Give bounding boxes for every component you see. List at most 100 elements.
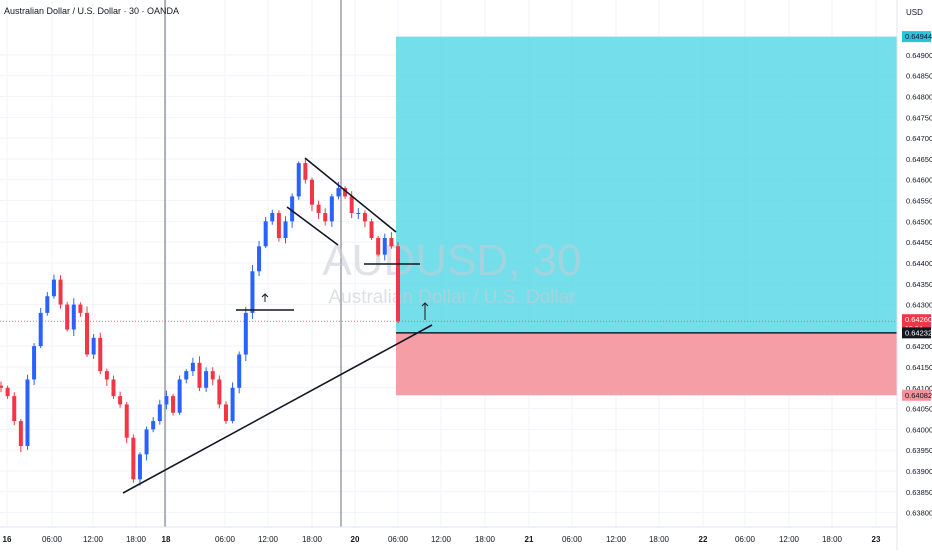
price-tick-label: 0.63850 bbox=[906, 488, 932, 497]
candle-body bbox=[184, 371, 189, 380]
price-tag-profit bbox=[902, 31, 931, 43]
candle-body bbox=[111, 379, 116, 397]
candle-body bbox=[296, 163, 301, 197]
price-tick-label: 0.64100 bbox=[906, 384, 932, 393]
price-tick-label: 0.64600 bbox=[906, 176, 932, 185]
candle-body bbox=[276, 213, 281, 238]
price-tick-label: 0.64650 bbox=[906, 155, 932, 164]
candle-body bbox=[38, 312, 43, 347]
candle-body bbox=[336, 188, 341, 197]
candle-body bbox=[151, 421, 156, 430]
candle-body bbox=[270, 213, 275, 222]
candle-body bbox=[0, 385, 3, 388]
trendline-support[interactable] bbox=[122, 324, 433, 494]
candle-body bbox=[32, 346, 37, 380]
drawings[interactable] bbox=[122, 157, 433, 494]
price-tick-label: 0.64800 bbox=[906, 93, 932, 102]
candle-body bbox=[362, 213, 367, 222]
candle-body bbox=[323, 213, 328, 222]
time-tick-label: 12:00 bbox=[83, 535, 104, 544]
stop-loss-zone[interactable] bbox=[396, 332, 897, 396]
candle-body bbox=[309, 179, 314, 205]
candle-body bbox=[369, 221, 374, 238]
price-tick-label: 0.64400 bbox=[906, 259, 932, 268]
price-axis[interactable]: USD 0.64900 0.64850 0.64800 0.64750 0.64700 0.… bbox=[896, 0, 932, 550]
time-tick-label: 06:00 bbox=[735, 535, 756, 544]
candle-body bbox=[171, 396, 176, 413]
time-tick-label: 18:00 bbox=[475, 535, 496, 544]
time-tick-label: 18 bbox=[162, 535, 171, 544]
candle-body bbox=[349, 196, 354, 214]
watermark-name: Australian Dollar / U.S. Dollar bbox=[328, 287, 576, 308]
candle-body bbox=[204, 371, 209, 388]
candle-body bbox=[137, 454, 142, 480]
price-tick-label: 0.64500 bbox=[906, 217, 932, 226]
candle-body bbox=[396, 246, 400, 322]
candle-body bbox=[356, 213, 361, 215]
candle-body bbox=[91, 337, 96, 355]
price-tag-label: 0.64944 bbox=[905, 32, 932, 41]
candle-body bbox=[316, 204, 321, 214]
candle-body bbox=[78, 304, 83, 313]
time-tick-label: 16 bbox=[3, 535, 12, 544]
chart-title: Australian Dollar / U.S. Dollar · 30 · O… bbox=[4, 6, 179, 16]
candle-body bbox=[65, 304, 70, 330]
candle-body bbox=[290, 196, 295, 222]
candle-body bbox=[389, 237, 394, 247]
candle-body bbox=[250, 271, 255, 313]
currency-label: USD bbox=[906, 8, 923, 17]
price-tick-label: 0.64550 bbox=[906, 197, 932, 206]
candle-body bbox=[58, 279, 63, 305]
candle-body bbox=[98, 337, 103, 372]
candle-body bbox=[71, 304, 76, 330]
time-tick-label: 12:00 bbox=[779, 535, 800, 544]
time-tick-label: 18:00 bbox=[649, 535, 670, 544]
time-tick-label: 22 bbox=[699, 535, 708, 544]
candle-body bbox=[45, 296, 50, 313]
candle-body bbox=[197, 362, 202, 388]
time-tick-label: 18:00 bbox=[126, 535, 147, 544]
profit-zone[interactable] bbox=[396, 36, 897, 333]
candle-body bbox=[118, 396, 123, 405]
time-tick-label: 06:00 bbox=[388, 535, 409, 544]
candle-body bbox=[263, 221, 268, 247]
candle-body bbox=[190, 362, 195, 372]
candle-body bbox=[177, 379, 182, 413]
price-tick-label: 0.63950 bbox=[906, 446, 932, 455]
candle-body bbox=[124, 404, 129, 438]
time-tick-label: 06:00 bbox=[42, 535, 63, 544]
price-tick-label: 0.64300 bbox=[906, 301, 932, 310]
price-tick-label: 0.64050 bbox=[906, 405, 932, 414]
price-tag-stop bbox=[902, 389, 931, 401]
candle-body bbox=[51, 279, 56, 297]
candle-body bbox=[376, 237, 381, 255]
candle-body bbox=[85, 312, 90, 355]
candle-body bbox=[283, 221, 288, 238]
time-tick-label: 06:00 bbox=[562, 535, 583, 544]
price-tick-label: 0.64750 bbox=[906, 113, 932, 122]
price-tick-label: 0.64900 bbox=[906, 51, 932, 60]
candle-body bbox=[104, 371, 109, 380]
time-tick-label: 21 bbox=[525, 535, 534, 544]
candle-body bbox=[12, 396, 17, 422]
candle-body bbox=[343, 188, 348, 197]
candle-body bbox=[329, 196, 334, 222]
price-tick-label: 0.63800 bbox=[906, 509, 932, 518]
channel-line-lower[interactable] bbox=[286, 206, 339, 246]
time-tick-label: 06:00 bbox=[215, 535, 236, 544]
time-tick-label: 12:00 bbox=[431, 535, 452, 544]
candle-body bbox=[257, 246, 262, 272]
candle-body bbox=[382, 237, 387, 255]
price-tick-label: 0.64850 bbox=[906, 72, 932, 81]
channel-line-upper[interactable] bbox=[304, 157, 397, 233]
price-tag-entry bbox=[902, 327, 931, 339]
price-axis-bg bbox=[897, 0, 932, 550]
price-tag-label: 0.64232 bbox=[905, 328, 932, 337]
price-tick-label: 0.64150 bbox=[906, 363, 932, 372]
time-tick-label: 18:00 bbox=[822, 535, 843, 544]
time-axis[interactable]: 16 06:00 12:00 18:00 18 06:00 12:00 18:00 20 06:0… bbox=[0, 526, 897, 544]
candle-body bbox=[25, 379, 30, 447]
